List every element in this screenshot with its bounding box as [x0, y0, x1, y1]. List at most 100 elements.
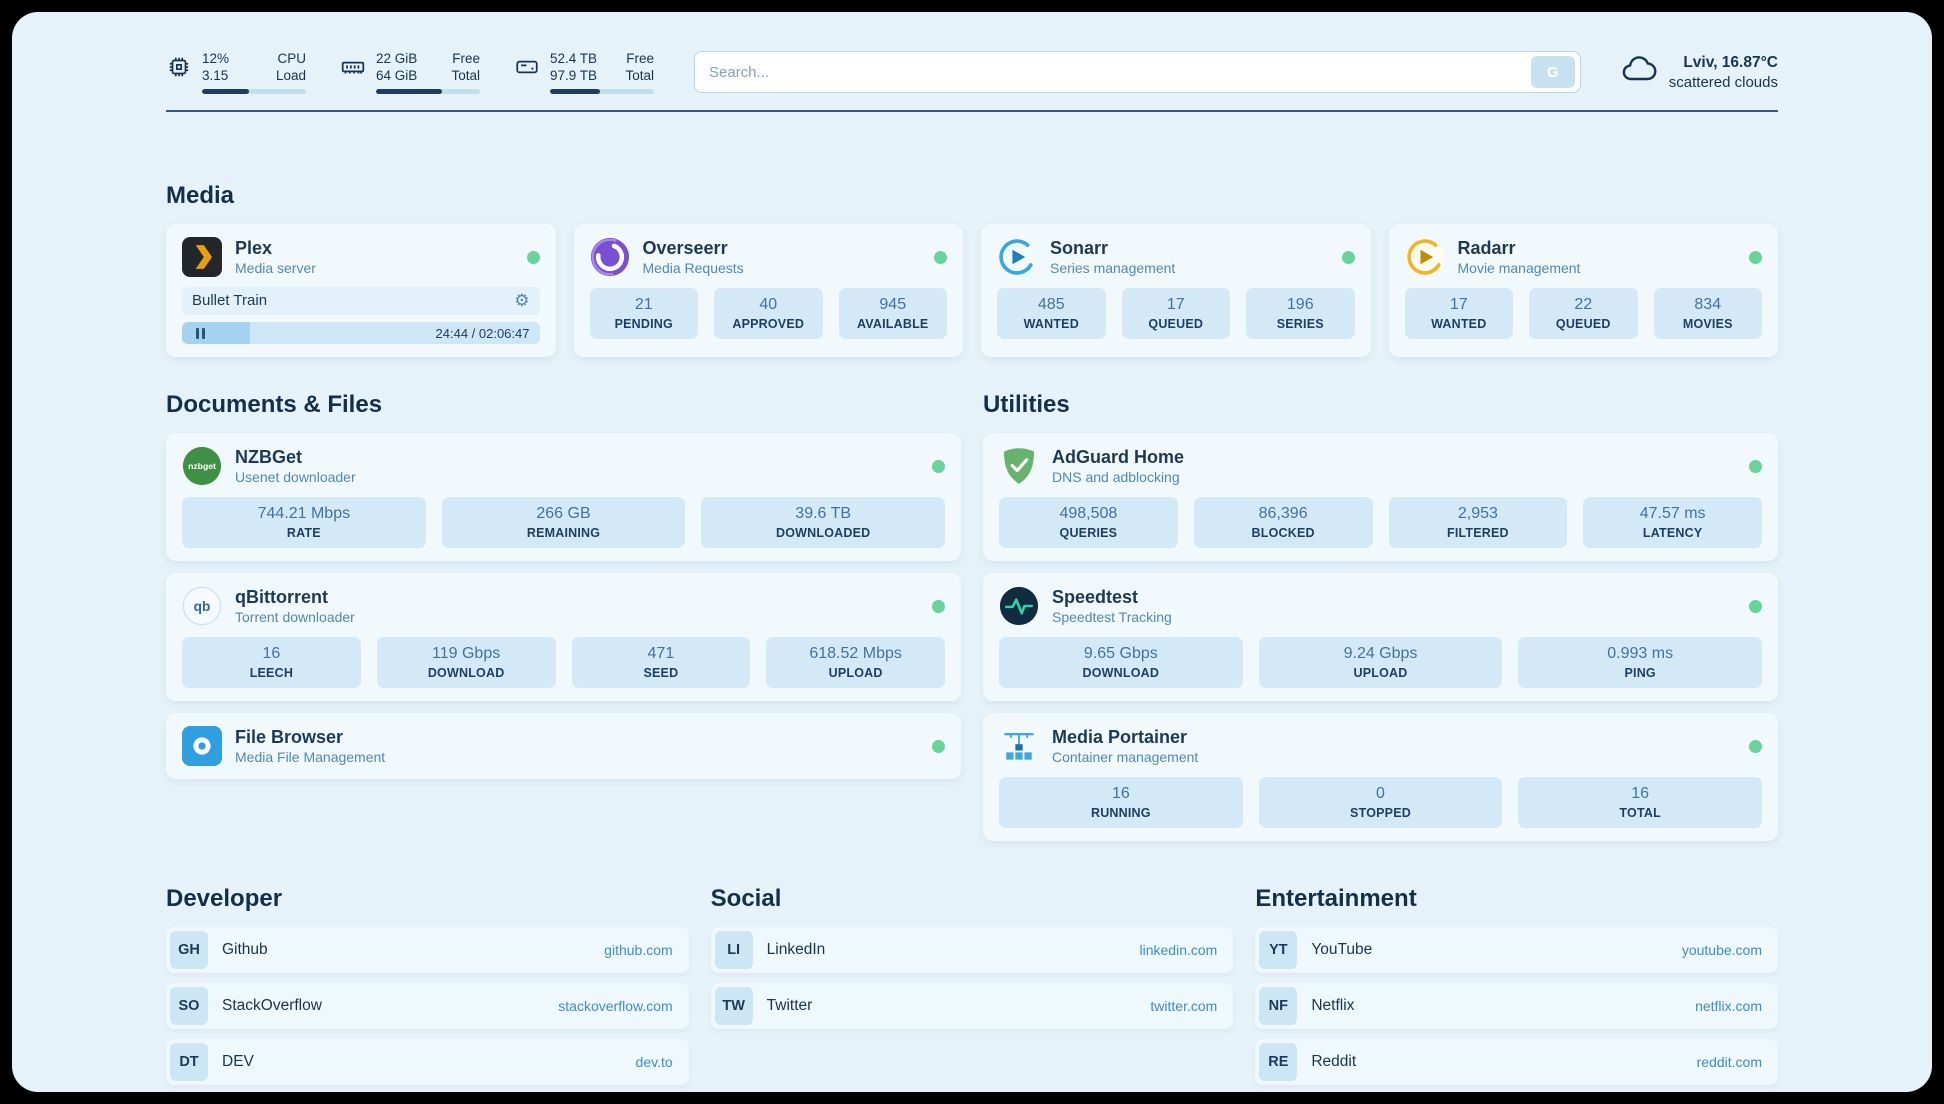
stat-ping: 0.993 ms PING — [1518, 637, 1763, 688]
hard-drive-icon — [514, 50, 540, 80]
app-card-plex[interactable]: Plex Media server Bullet Train ⚙ 24:44 /… — [166, 224, 556, 357]
linkedin-badge-icon: LI — [714, 931, 753, 969]
app-description: Media Requests — [642, 260, 744, 276]
stat-downloaded: 39.6 TB DOWNLOADED — [701, 497, 946, 548]
cloud-icon — [1621, 52, 1657, 93]
bookmark-dev[interactable]: DT DEV dev.to — [166, 1039, 689, 1085]
disk-monitor: 52.4 TB Free 97.9 TB Total — [514, 50, 654, 94]
utilities-section-title: Utilities — [983, 391, 1070, 418]
bookmark-twitter[interactable]: TW Twitter twitter.com — [710, 983, 1234, 1029]
stat-movies: 834 MOVIES — [1653, 288, 1762, 339]
bookmark-netflix[interactable]: NF Netflix netflix.com — [1255, 983, 1778, 1029]
stat-queries: 498,508 QUERIES — [999, 497, 1178, 548]
cpu-chip-icon — [166, 50, 192, 80]
ram-icon — [340, 50, 366, 80]
status-online-dot — [932, 459, 945, 473]
cpu-load-label: Load — [275, 68, 306, 83]
disk-free-value: 52.4 TB — [550, 51, 598, 66]
developer-section-title: Developer — [166, 885, 283, 912]
pause-icon[interactable] — [196, 327, 205, 339]
svg-text:nzbget: nzbget — [188, 461, 216, 471]
status-online-dot — [1749, 459, 1762, 473]
stat-pending: 21 PENDING — [589, 288, 698, 339]
bookmark-youtube[interactable]: YT YouTube youtube.com — [1255, 927, 1778, 973]
stat-wanted: 485 WANTED — [997, 288, 1106, 339]
cpu-usage-label: CPU — [277, 51, 306, 66]
app-name: Sonarr — [1050, 238, 1109, 258]
disk-total-label: Total — [625, 68, 654, 83]
playback-progress-bar[interactable]: 24:44 / 02:06:47 — [182, 322, 540, 344]
status-online-dot — [1749, 599, 1762, 613]
documents-section-title: Documents & Files — [166, 391, 383, 418]
app-card-nzbget[interactable]: nzbget NZBGet Usenet downloader 744.21 M… — [166, 433, 961, 561]
app-description: DNS and adblocking — [1052, 469, 1180, 485]
app-card-overseerr[interactable]: Overseerr Media Requests 21 PENDING 40 A… — [573, 224, 963, 357]
social-section-title: Social — [710, 885, 782, 912]
stat-blocked: 86,396 BLOCKED — [1193, 497, 1373, 548]
app-description: Usenet downloader — [235, 469, 356, 485]
app-name: AdGuard Home — [1052, 447, 1185, 467]
app-name: File Browser — [235, 727, 344, 747]
search-engine-button[interactable]: G — [1530, 56, 1575, 88]
now-playing-title: Bullet Train — [192, 292, 268, 309]
stat-latency: 47.57 ms LATENCY — [1583, 497, 1762, 548]
ram-progress-bar — [376, 89, 480, 94]
cpu-progress-bar — [202, 89, 306, 94]
status-online-dot — [932, 739, 945, 753]
reddit-badge-icon: RE — [1259, 1043, 1298, 1081]
speedtest-icon — [999, 586, 1039, 626]
cpu-load-value: 3.15 — [202, 68, 229, 83]
cpu-usage-value: 12% — [202, 51, 230, 66]
status-online-dot — [934, 250, 947, 264]
entertainment-section-title: Entertainment — [1255, 885, 1417, 912]
app-card-qbittorrent[interactable]: qb qBittorrent Torrent downloader 16 — [166, 573, 961, 701]
section-social: Social LI LinkedIn linkedin.com TW Twitt… — [710, 885, 1234, 1085]
app-card-speedtest[interactable]: Speedtest Speedtest Tracking 9.65 Gbps D… — [983, 573, 1778, 701]
stat-filtered: 2,953 FILTERED — [1388, 497, 1568, 548]
app-description: Speedtest Tracking — [1052, 609, 1172, 625]
nzbget-icon: nzbget — [182, 446, 222, 486]
app-name: qBittorrent — [235, 587, 328, 607]
netflix-badge-icon: NF — [1259, 987, 1298, 1025]
app-card-adguard[interactable]: AdGuard Home DNS and adblocking 498,508 … — [983, 433, 1778, 561]
app-card-portainer[interactable]: Media Portainer Container management 16 … — [983, 713, 1778, 841]
stat-seed: 471 SEED — [571, 637, 751, 688]
app-card-filebrowser[interactable]: File Browser Media File Management — [166, 713, 961, 779]
ram-monitor: 22 GiB Free 64 GiB Total — [340, 50, 480, 94]
app-card-radarr[interactable]: Radarr Movie management 17 WANTED 22 QUE… — [1388, 224, 1778, 357]
bookmark-reddit[interactable]: RE Reddit reddit.com — [1255, 1039, 1778, 1085]
app-name: NZBGet — [235, 447, 302, 467]
cpu-monitor: 12% CPU 3.15 Load — [166, 50, 306, 94]
stat-download: 9.65 Gbps DOWNLOAD — [999, 637, 1243, 688]
status-online-dot — [526, 250, 540, 264]
stat-series: 196 SERIES — [1246, 288, 1355, 339]
stat-stopped: 0 STOPPED — [1258, 777, 1503, 828]
search-input[interactable] — [709, 63, 1531, 81]
playback-time: 24:44 / 02:06:47 — [435, 325, 530, 341]
system-monitors: 12% CPU 3.15 Load 22 GiB Free 64 Gi — [166, 50, 654, 94]
app-description: Torrent downloader — [235, 609, 355, 625]
weather-widget: Lviv, 16.87°C scattered clouds — [1621, 52, 1778, 93]
app-description: Media server — [235, 260, 316, 276]
radarr-icon — [1405, 237, 1445, 277]
gear-icon[interactable]: ⚙ — [514, 291, 530, 310]
status-online-dot — [1341, 250, 1355, 264]
now-playing-row: Bullet Train ⚙ — [182, 287, 540, 315]
section-media: Media Plex Media server — [166, 182, 1778, 357]
stat-queued: 22 QUEUED — [1529, 288, 1638, 339]
bookmark-linkedin[interactable]: LI LinkedIn linkedin.com — [710, 927, 1234, 973]
bookmark-stackoverflow[interactable]: SO StackOverflow stackoverflow.com — [166, 983, 689, 1029]
stat-wanted: 17 WANTED — [1404, 288, 1513, 339]
app-card-sonarr[interactable]: Sonarr Series management 485 WANTED 17 Q… — [981, 224, 1371, 357]
app-description: Media File Management — [235, 749, 386, 765]
stat-total: 16 TOTAL — [1518, 777, 1763, 828]
qbittorrent-icon: qb — [182, 586, 222, 626]
bookmark-github[interactable]: GH Github github.com — [166, 927, 689, 973]
stat-queued: 17 QUEUED — [1121, 288, 1230, 339]
stackoverflow-badge-icon: SO — [170, 987, 208, 1025]
app-name: Radarr — [1457, 238, 1516, 258]
section-documents-files: Documents & Files nzbget NZBGet Usenet d… — [166, 391, 961, 841]
adguard-icon — [999, 446, 1039, 486]
filebrowser-icon — [182, 726, 222, 766]
section-developer: Developer GH Github github.com SO StackO… — [166, 885, 689, 1085]
